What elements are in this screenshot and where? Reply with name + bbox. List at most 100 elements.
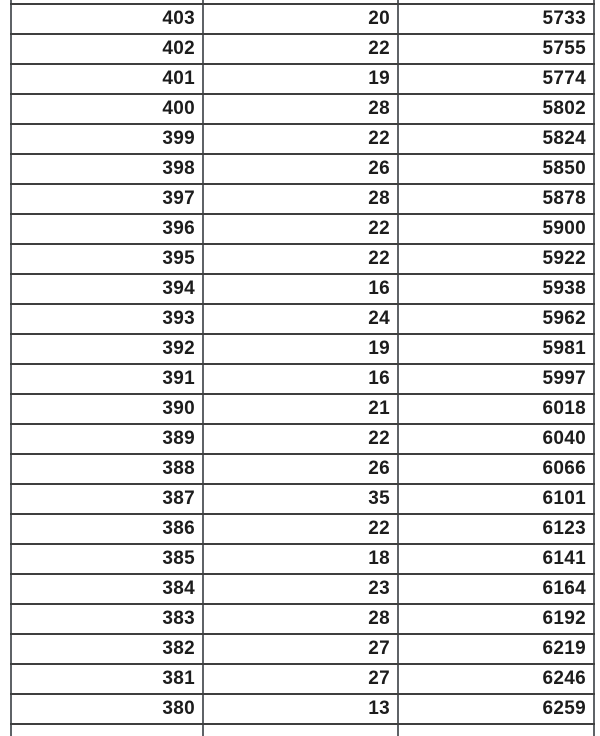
table-cell[interactable]: 5733 [397,3,595,35]
data-table: 403 20 5733 402 22 5755 401 19 5774 400 28 5802 399 2… [10,0,595,736]
table-cell[interactable]: 6164 [397,573,595,605]
table-cell[interactable]: 22 [202,513,399,545]
table-cell[interactable]: 26 [202,153,399,185]
table-cell[interactable]: 22 [202,243,399,275]
table-cell[interactable]: 388 [10,453,204,485]
table-cell[interactable]: 385 [10,543,204,575]
table-cell[interactable]: 19 [202,63,399,95]
table-cell[interactable]: 402 [10,33,204,65]
table-cell[interactable]: 5938 [397,273,595,305]
table-row: 389 22 6040 [10,423,595,455]
table-cell[interactable]: 6259 [397,693,595,725]
table-cell[interactable]: 6219 [397,633,595,665]
table-row: 382 27 6219 [10,633,595,665]
table-cell[interactable]: 13 [202,693,399,725]
partial-row-bottom [10,723,595,736]
table-cell[interactable]: 5850 [397,153,595,185]
spreadsheet-region: 403 20 5733 402 22 5755 401 19 5774 400 28 5802 399 2… [10,0,595,736]
table-cell[interactable]: 384 [10,573,204,605]
table-cell[interactable]: 396 [10,213,204,245]
table-cell-clipped[interactable] [10,0,204,5]
partial-top-body [10,0,595,5]
table-cell[interactable]: 387 [10,483,204,515]
table-cell-clipped[interactable] [10,723,204,736]
table-cell[interactable]: 6040 [397,423,595,455]
table-cell[interactable]: 28 [202,93,399,125]
table-cell[interactable]: 383 [10,603,204,635]
table-cell[interactable]: 403 [10,3,204,35]
table-cell[interactable]: 18 [202,543,399,575]
table-cell[interactable]: 6123 [397,513,595,545]
table-cell[interactable]: 5824 [397,123,595,155]
table-cell[interactable]: 392 [10,333,204,365]
table-cell[interactable]: 390 [10,393,204,425]
table-cell[interactable]: 19 [202,333,399,365]
table-cell[interactable]: 27 [202,663,399,695]
table-row: 397 28 5878 [10,183,595,215]
table-cell[interactable]: 16 [202,363,399,395]
table-cell[interactable]: 5962 [397,303,595,335]
table-cell[interactable]: 386 [10,513,204,545]
table-cell[interactable]: 22 [202,123,399,155]
table-cell[interactable]: 393 [10,303,204,335]
partial-row-top [10,0,595,5]
table-cell[interactable]: 16 [202,273,399,305]
table-cell[interactable]: 391 [10,363,204,395]
table-row: 388 26 6066 [10,453,595,485]
table-cell[interactable]: 24 [202,303,399,335]
table-cell[interactable]: 5981 [397,333,595,365]
table-cell[interactable]: 398 [10,153,204,185]
table-cell[interactable]: 6101 [397,483,595,515]
table-cell[interactable]: 5802 [397,93,595,125]
table-cell[interactable]: 395 [10,243,204,275]
table-cell[interactable]: 5774 [397,63,595,95]
table-cell[interactable]: 5922 [397,243,595,275]
table-cell[interactable]: 21 [202,393,399,425]
table-cell[interactable]: 6141 [397,543,595,575]
table-row: 391 16 5997 [10,363,595,395]
table-cell[interactable]: 28 [202,603,399,635]
table-row: 386 22 6123 [10,513,595,545]
table-cell[interactable]: 22 [202,423,399,455]
table-cell[interactable]: 380 [10,693,204,725]
table-row: 395 22 5922 [10,243,595,275]
table-cell[interactable]: 6018 [397,393,595,425]
table-row: 381 27 6246 [10,663,595,695]
table-cell[interactable]: 5997 [397,363,595,395]
table-cell-clipped[interactable] [202,0,399,5]
table-cell[interactable]: 5900 [397,213,595,245]
table-row: 399 22 5824 [10,123,595,155]
table-cell[interactable]: 20 [202,3,399,35]
table-cell[interactable]: 5755 [397,33,595,65]
table-cell[interactable]: 394 [10,273,204,305]
table-cell[interactable]: 382 [10,633,204,665]
table-row: 392 19 5981 [10,333,595,365]
table-cell[interactable]: 6066 [397,453,595,485]
table-cell[interactable]: 5878 [397,183,595,215]
table-cell[interactable]: 35 [202,483,399,515]
table-row: 402 22 5755 [10,33,595,65]
table-cell[interactable]: 381 [10,663,204,695]
table-cell[interactable]: 389 [10,423,204,455]
table-row: 396 22 5900 [10,213,595,245]
table-cell[interactable]: 28 [202,183,399,215]
table-cell[interactable]: 401 [10,63,204,95]
table-cell[interactable]: 22 [202,33,399,65]
table-cell-clipped[interactable] [397,0,595,5]
table-row: 390 21 6018 [10,393,595,425]
table-cell[interactable]: 23 [202,573,399,605]
table-cell-clipped[interactable] [397,723,595,736]
table-row: 401 19 5774 [10,63,595,95]
table-row: 384 23 6164 [10,573,595,605]
table-cell[interactable]: 400 [10,93,204,125]
table-cell[interactable]: 397 [10,183,204,215]
table-cell-clipped[interactable] [202,723,399,736]
table-row: 383 28 6192 [10,603,595,635]
table-cell[interactable]: 26 [202,453,399,485]
table-cell[interactable]: 6246 [397,663,595,695]
table-cell[interactable]: 399 [10,123,204,155]
table-rows: 403 20 5733 402 22 5755 401 19 5774 400 28 5802 399 2… [10,3,595,725]
table-cell[interactable]: 6192 [397,603,595,635]
table-cell[interactable]: 27 [202,633,399,665]
table-cell[interactable]: 22 [202,213,399,245]
